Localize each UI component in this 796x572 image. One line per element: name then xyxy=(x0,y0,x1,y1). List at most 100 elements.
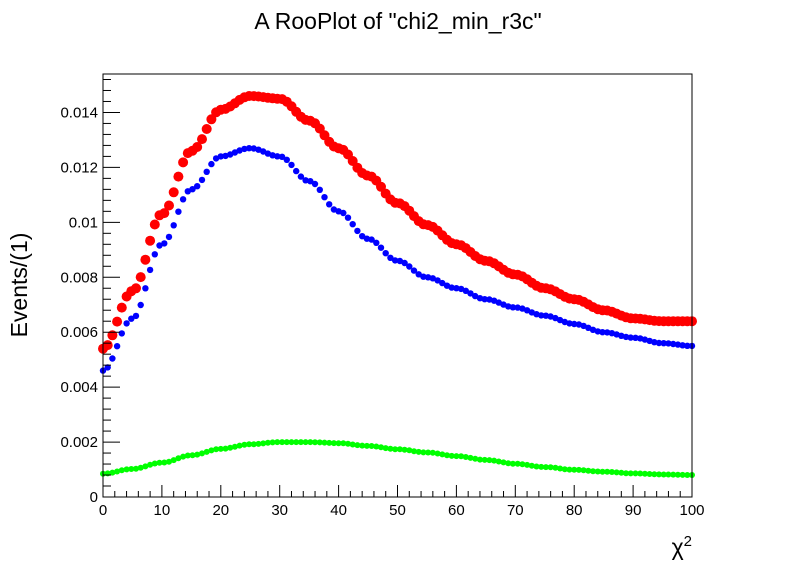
data-point xyxy=(599,329,606,336)
data-point xyxy=(349,441,356,448)
data-point xyxy=(135,272,146,283)
data-point xyxy=(109,355,116,362)
data-point xyxy=(594,468,601,475)
data-point xyxy=(166,458,172,465)
data-point xyxy=(481,456,488,463)
data-point xyxy=(128,315,135,322)
data-point xyxy=(149,219,160,230)
data-point xyxy=(391,257,399,264)
data-point xyxy=(684,342,691,349)
data-point xyxy=(173,171,184,182)
data-point xyxy=(415,448,422,455)
x-axis-title: χ2 xyxy=(672,533,692,560)
data-point xyxy=(112,316,123,327)
data-point xyxy=(608,469,615,475)
data-point xyxy=(297,173,305,180)
data-point xyxy=(208,447,215,454)
data-point xyxy=(528,462,535,469)
data-point xyxy=(133,465,139,472)
x-tick-label: 80 xyxy=(566,502,583,519)
data-point xyxy=(674,341,682,348)
y-tick-label: 0.01 xyxy=(69,214,98,231)
data-point xyxy=(102,340,113,351)
data-point xyxy=(373,443,380,450)
data-point xyxy=(660,340,667,347)
data-point xyxy=(566,320,573,327)
data-point xyxy=(429,449,436,456)
data-point xyxy=(406,263,413,270)
series-3 xyxy=(100,439,695,478)
data-point xyxy=(566,466,573,473)
x-tick-label: 30 xyxy=(271,502,288,519)
data-point xyxy=(660,471,667,478)
x-axis-title-superscript: 2 xyxy=(684,533,692,550)
data-point xyxy=(340,209,347,217)
data-point xyxy=(604,329,611,336)
data-point xyxy=(509,304,517,311)
data-point xyxy=(477,456,483,463)
data-point xyxy=(274,153,281,160)
data-point xyxy=(255,440,262,447)
data-point xyxy=(156,242,163,249)
data-point xyxy=(359,442,366,449)
data-point xyxy=(330,440,337,447)
data-point xyxy=(245,145,253,152)
data-point xyxy=(368,443,375,449)
data-point xyxy=(283,439,290,446)
data-point xyxy=(131,283,141,294)
data-point xyxy=(589,326,597,333)
data-point xyxy=(434,450,441,457)
data-point xyxy=(434,277,441,284)
data-point xyxy=(165,233,173,241)
y-tick-label: 0.006 xyxy=(60,324,98,341)
data-point xyxy=(387,254,394,261)
data-point xyxy=(651,339,658,346)
data-point xyxy=(557,465,564,472)
data-point xyxy=(429,275,436,282)
data-point xyxy=(178,157,189,168)
data-point xyxy=(293,167,300,175)
x-tick-label: 100 xyxy=(679,502,704,519)
data-point xyxy=(373,239,380,246)
data-point xyxy=(116,302,127,313)
data-point xyxy=(458,453,465,460)
data-point xyxy=(542,312,550,319)
data-point xyxy=(448,284,455,291)
data-point xyxy=(170,457,177,464)
data-point xyxy=(472,455,479,462)
data-point xyxy=(123,320,130,327)
plot-frame xyxy=(102,73,693,498)
data-point xyxy=(114,468,121,475)
data-point xyxy=(227,444,234,451)
data-point xyxy=(679,471,686,478)
data-point xyxy=(585,467,592,474)
series-1 xyxy=(98,91,697,354)
data-point xyxy=(340,440,347,447)
data-point xyxy=(514,460,521,467)
data-point xyxy=(580,467,587,474)
data-point xyxy=(378,444,384,451)
data-point xyxy=(411,448,417,455)
data-point xyxy=(132,312,140,320)
data-point xyxy=(278,153,286,160)
data-point xyxy=(236,442,243,449)
data-point xyxy=(547,464,554,471)
data-point xyxy=(194,183,201,190)
x-tick-label: 50 xyxy=(389,502,406,519)
data-point xyxy=(561,466,568,473)
data-point xyxy=(288,439,295,446)
data-point xyxy=(142,463,149,470)
y-tick-label: 0.012 xyxy=(60,159,98,176)
data-point xyxy=(590,468,596,475)
x-tick-label: 20 xyxy=(212,502,229,519)
data-point xyxy=(571,466,578,473)
data-point xyxy=(146,266,154,274)
data-point xyxy=(491,457,498,464)
data-point xyxy=(519,461,526,468)
data-point xyxy=(189,186,196,193)
data-point xyxy=(151,251,158,258)
data-point xyxy=(170,222,177,229)
data-point xyxy=(547,313,554,320)
data-point xyxy=(302,439,309,446)
